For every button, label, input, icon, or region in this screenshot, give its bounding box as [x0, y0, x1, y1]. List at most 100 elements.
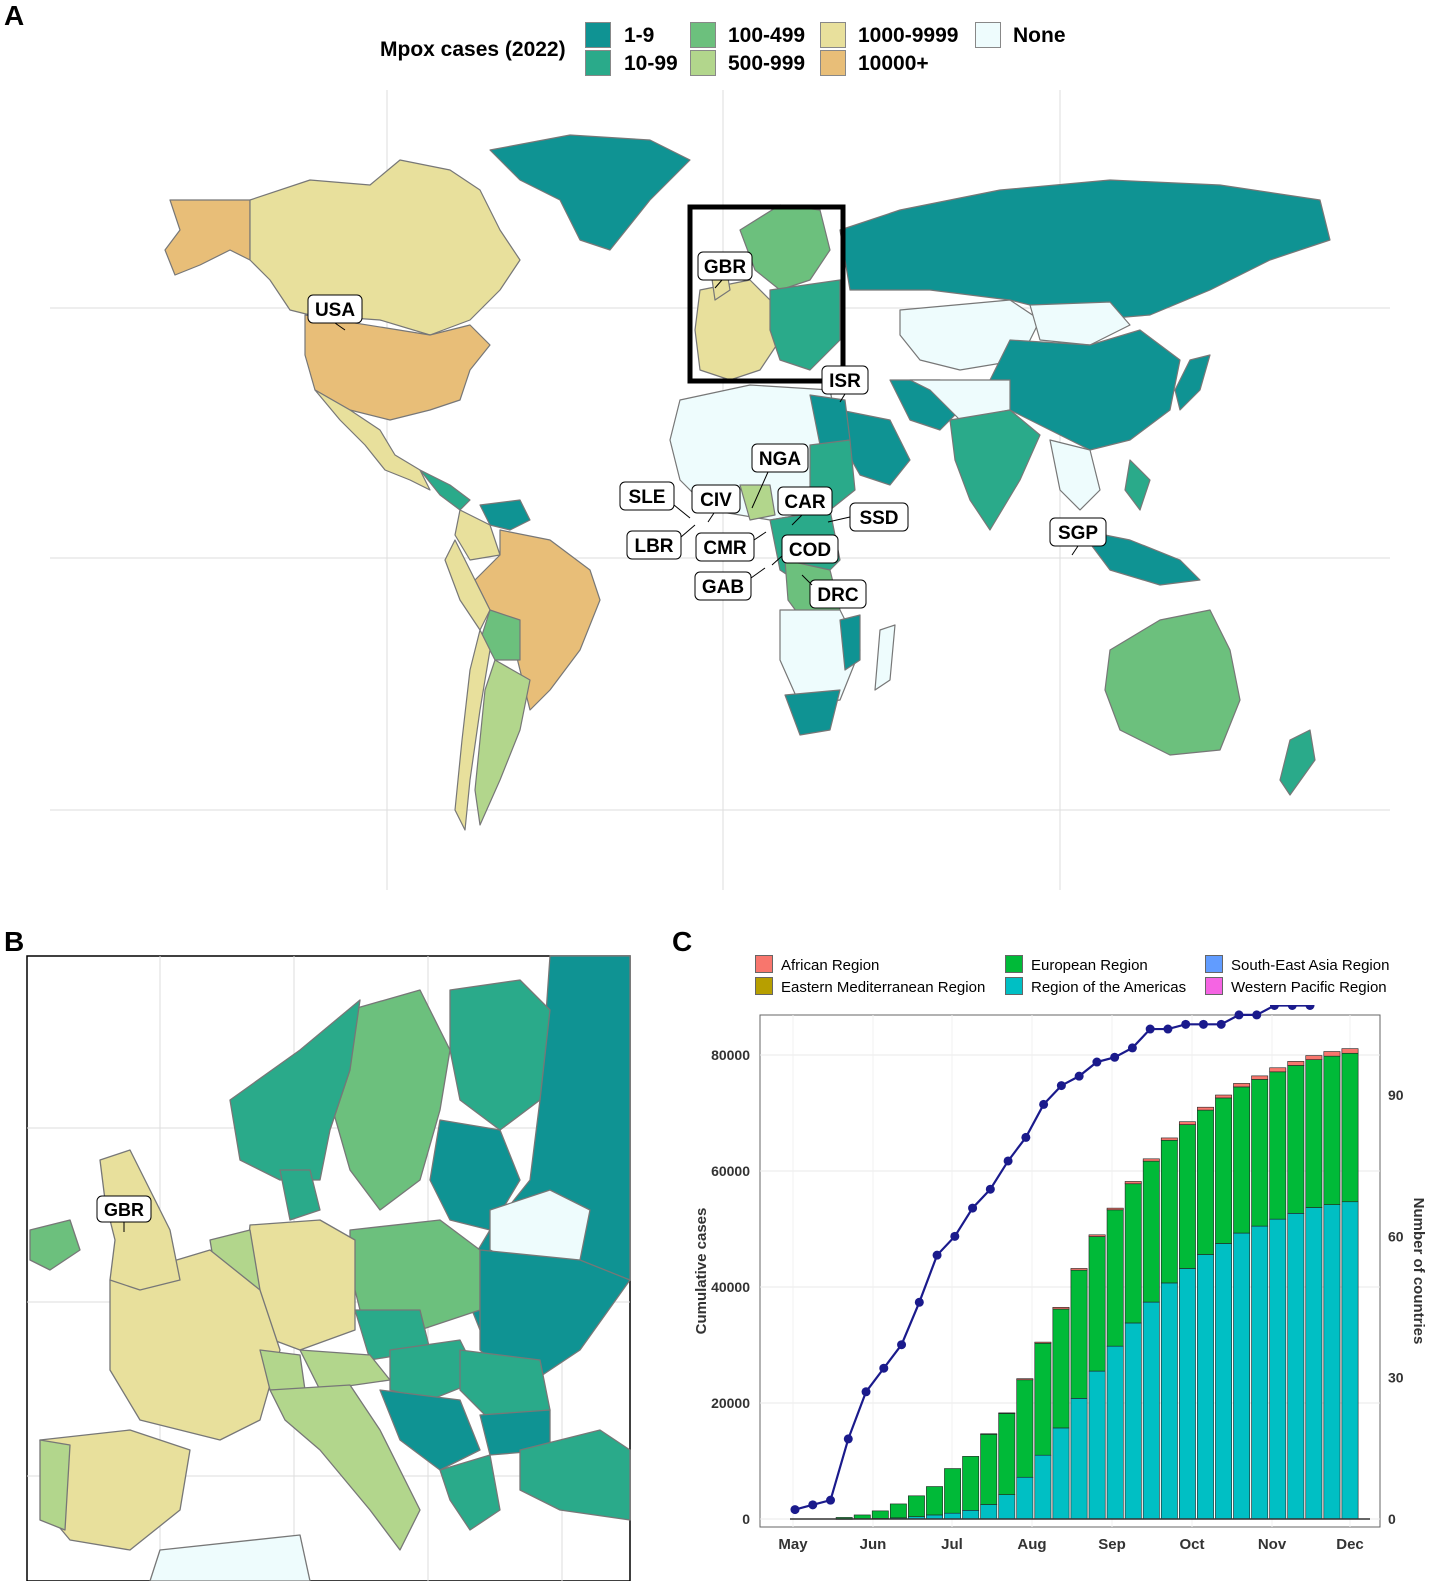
- country-nigeria: [739, 484, 776, 521]
- bar-segment-europe: [1088, 1236, 1106, 1372]
- y-axis-title: Cumulative cases: [693, 1208, 710, 1335]
- countries-point: [808, 1500, 818, 1510]
- country-indonesia: [1079, 529, 1201, 586]
- panel-label-a: A: [4, 0, 25, 31]
- bar-segment-americas: [998, 1494, 1016, 1520]
- bar-segment-africa: [1305, 1055, 1323, 1060]
- svg-text:NGA: NGA: [759, 449, 802, 470]
- bar-segment-africa: [1160, 1137, 1178, 1141]
- countries-point: [879, 1363, 889, 1373]
- x-tick-label: Dec: [1336, 1536, 1364, 1553]
- y-tick-label: 80000: [711, 1047, 750, 1063]
- x-tick-label: Aug: [1017, 1536, 1046, 1553]
- countries-point: [826, 1495, 836, 1505]
- europe-label-gbr: GBR: [96, 1195, 152, 1232]
- legend-label-1-9: 1-9: [624, 24, 655, 47]
- country-italy: [269, 1384, 421, 1551]
- bar-segment-europe: [998, 1413, 1016, 1495]
- bar-segment-europe: [1016, 1379, 1034, 1478]
- bar-segment-europe: [1142, 1160, 1160, 1303]
- countries-point: [1110, 1052, 1120, 1062]
- countries-point: [1181, 1019, 1191, 1029]
- map-label-sgp: SGP: [1049, 517, 1107, 556]
- bar-segment-africa: [1269, 1067, 1287, 1073]
- legend-swatch-500-999: [690, 50, 716, 76]
- bar-segment-americas: [1341, 1201, 1359, 1520]
- countries-point: [1092, 1057, 1102, 1067]
- map-label-isr: ISR: [821, 365, 869, 403]
- map-label-cmr: CMR: [695, 531, 767, 562]
- bar-segment-americas: [1233, 1232, 1251, 1520]
- panel-label-c: C: [672, 926, 693, 957]
- y2-tick-label: 30: [1388, 1370, 1404, 1386]
- bar-segment-africa: [980, 1433, 998, 1435]
- countries-point: [790, 1505, 800, 1515]
- europe-map: GBR: [26, 955, 631, 1581]
- countries-point: [932, 1250, 942, 1260]
- bar-segment-africa: [1323, 1051, 1341, 1057]
- country-se-asia: [1049, 439, 1101, 511]
- countries-point: [861, 1387, 871, 1397]
- bar-segment-americas: [1124, 1322, 1142, 1520]
- chart-plot-area: [759, 1014, 1381, 1528]
- country-turkey: [519, 1429, 631, 1521]
- x-tick-label: May: [778, 1536, 808, 1553]
- country-north-africa-inset: [149, 1534, 311, 1581]
- bar-segment-americas: [944, 1512, 962, 1520]
- country-norway: [229, 999, 361, 1181]
- svg-text:CMR: CMR: [703, 538, 747, 559]
- countries-point: [897, 1340, 907, 1350]
- bar-segment-africa: [1016, 1378, 1034, 1381]
- country-sweden: [329, 989, 451, 1211]
- bar-segment-americas: [1197, 1254, 1214, 1520]
- y-tick-label: 40000: [711, 1279, 750, 1295]
- legend-label-10000-plus: 10000+: [858, 52, 929, 75]
- bar-segment-americas: [1215, 1243, 1232, 1520]
- x-tick-label: Nov: [1258, 1536, 1287, 1553]
- y-tick-label: 60000: [711, 1163, 750, 1179]
- bar-segment-europe: [962, 1456, 980, 1511]
- bar-segment-americas: [962, 1509, 980, 1520]
- map-label-drc: DRC: [801, 574, 867, 609]
- countries-point: [1003, 1156, 1013, 1166]
- map-label-car: CAR: [777, 486, 833, 526]
- country-bolivia: [481, 609, 521, 661]
- countries-point: [985, 1184, 995, 1194]
- bar-segment-europe: [1034, 1342, 1052, 1456]
- bar-segment-americas: [1106, 1345, 1124, 1520]
- bar-segment-europe: [1178, 1124, 1196, 1269]
- legend-label-none: None: [1013, 24, 1066, 47]
- bar-segment-americas: [1016, 1476, 1034, 1520]
- bar-segment-europe: [1215, 1097, 1232, 1244]
- bar-segment-europe: [1341, 1052, 1359, 1203]
- country-central-america: [419, 469, 471, 511]
- svg-text:COD: COD: [789, 540, 831, 561]
- country-finland: [449, 979, 551, 1131]
- country-greece: [439, 1454, 501, 1531]
- country-philippines: [1124, 459, 1151, 511]
- legend-swatch-1-9: [585, 22, 611, 48]
- countries-point: [1198, 1019, 1208, 1029]
- legend-item-african: African Region: [755, 955, 879, 974]
- country-madagascar: [874, 624, 896, 691]
- x-tick-label: Sep: [1098, 1536, 1126, 1553]
- europe-inset-box: [687, 204, 846, 384]
- bar-segment-americas: [1251, 1225, 1269, 1520]
- bar-segment-europe: [871, 1510, 889, 1519]
- world-map: USA GBR ISR NGA SLE CIV CAR SSD LBR CMR …: [50, 90, 1390, 890]
- bar-segment-europe: [853, 1514, 871, 1520]
- y2-axis-title: Number of countries: [1410, 1198, 1427, 1345]
- bar-segment-americas: [980, 1504, 998, 1520]
- bar-segment-europe: [1305, 1059, 1323, 1208]
- country-scandinavia: [739, 204, 831, 291]
- cumulative-cases-chart: 0 20000 40000 60000 80000 0 30 60 90 May Jun Jul Aug…: [693, 1005, 1427, 1553]
- bar-segment-europe: [1251, 1079, 1269, 1227]
- svg-text:GAB: GAB: [702, 577, 744, 598]
- countries-point: [950, 1231, 960, 1241]
- chart-legend: African Region Eastern Mediterranean Reg…: [755, 955, 1425, 1003]
- bar-segment-europe: [926, 1486, 943, 1516]
- bar-segment-europe: [1287, 1065, 1305, 1214]
- countries-point: [843, 1434, 853, 1444]
- country-hungary: [389, 1339, 481, 1401]
- svg-text:DRC: DRC: [817, 585, 858, 606]
